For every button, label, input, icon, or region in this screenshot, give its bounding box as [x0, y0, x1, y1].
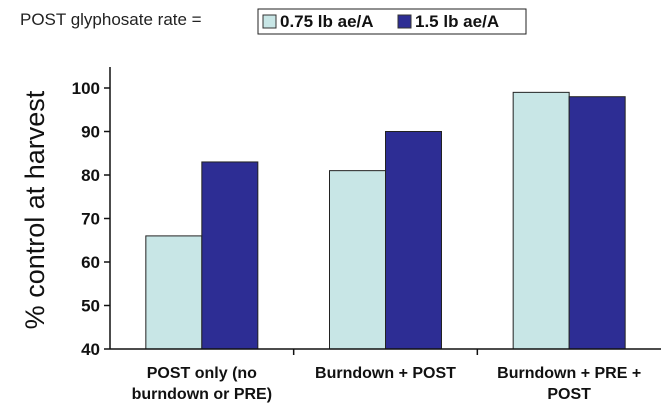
y-tick-label: 40	[81, 340, 100, 359]
bar-2-series-2	[385, 131, 442, 350]
bar-1-series-1	[145, 235, 203, 350]
y-axis-label: % control at harvest	[20, 90, 50, 329]
bar-1-series-2	[201, 161, 259, 350]
y-tick-label: 100	[72, 79, 100, 98]
bar-3-series-2	[568, 96, 626, 350]
legend-swatch-1	[262, 14, 277, 29]
legend-label-2: 1.5 lb ae/A	[415, 12, 499, 31]
y-tick-label: 80	[81, 166, 100, 185]
y-tick-label: 90	[81, 123, 100, 142]
category-label-2: Burndown + POST	[315, 365, 456, 382]
bar-3-series-1	[512, 91, 570, 350]
y-axis-ticks: 40 50 60 70 80 90 100	[72, 79, 110, 359]
y-tick-label: 50	[81, 297, 100, 316]
category-label-1: POST only (no burndown or PRE)	[132, 365, 272, 403]
y-tick-label: 70	[81, 210, 100, 229]
legend-swatch-2	[397, 14, 412, 29]
legend: POST glyphosate rate = 0.75 lb ae/A 1.5 …	[20, 8, 527, 35]
bars	[145, 91, 626, 355]
legend-label-1: 0.75 lb ae/A	[280, 12, 374, 31]
y-tick-label: 60	[81, 253, 100, 272]
category-labels: POST only (no burndown or PRE) Burndown + …	[132, 365, 642, 403]
category-label-3: Burndown + PRE + POST	[497, 365, 641, 403]
legend-box	[257, 8, 527, 35]
legend-prefix: POST glyphosate rate =	[20, 10, 202, 29]
bar-2-series-1	[329, 170, 386, 350]
